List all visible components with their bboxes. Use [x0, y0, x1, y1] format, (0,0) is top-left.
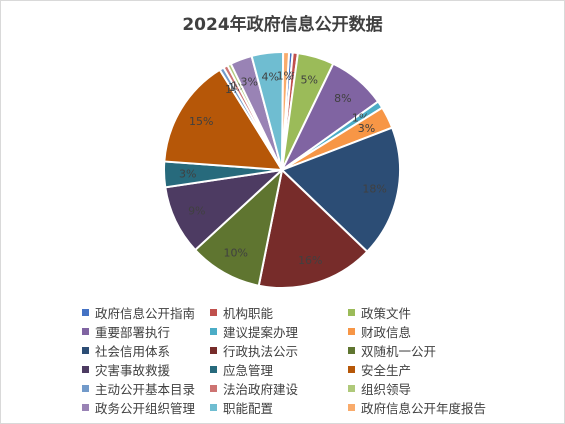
legend-item[interactable]: 重要部署执行 [82, 322, 210, 341]
legend-swatch [82, 347, 89, 354]
legend-label: 应急管理 [223, 363, 274, 378]
legend-swatch [82, 309, 89, 316]
slice-label-6: 18% [362, 183, 386, 196]
legend-swatch [82, 328, 89, 335]
legend-row: 重要部署执行 建议提案办理 财政信息 [82, 322, 552, 341]
legend-label: 政府信息公开指南 [95, 306, 196, 321]
legend-swatch [210, 328, 217, 335]
slice-label-16: 4% [261, 70, 278, 83]
legend-item[interactable]: 行政执法公示 [210, 341, 348, 360]
legend-item[interactable]: 主动公开基本目录 [82, 379, 210, 398]
legend-label: 职能配置 [223, 401, 274, 416]
slice-label-10: 3% [179, 168, 196, 181]
legend-item[interactable]: 安全生产 [348, 360, 548, 379]
legend-item[interactable]: 建议提案办理 [210, 322, 348, 341]
legend-item[interactable]: 法治政府建设 [210, 379, 348, 398]
legend-item[interactable]: 灾害事故救援 [82, 360, 210, 379]
legend-row: 主动公开基本目录 法治政府建设 组织领导 [82, 379, 552, 398]
legend-item[interactable]: 政务公开组织管理 [82, 398, 210, 417]
legend-item[interactable]: 政策文件 [348, 303, 548, 322]
legend-row: 政府信息公开指南 机构职能 政策文件 [82, 303, 552, 322]
slice-label-2: 5% [300, 74, 317, 87]
legend-swatch [348, 328, 355, 335]
legend-swatch [348, 385, 355, 392]
legend-item[interactable]: 双随机一公开 [348, 341, 548, 360]
legend-item[interactable]: 应急管理 [210, 360, 348, 379]
legend-swatch [348, 309, 355, 316]
legend-swatch [82, 404, 89, 411]
slice-label-8: 10% [223, 246, 247, 259]
pie-slice-8[interactable] [193, 167, 284, 287]
legend-label: 组织领导 [361, 382, 412, 397]
slice-label-11: 15% [189, 115, 213, 128]
pie-slice-17[interactable] [281, 51, 291, 171]
legend-swatch [348, 404, 355, 411]
legend-swatch [348, 347, 355, 354]
chart-title: 2024年政府信息公开数据 [182, 15, 383, 35]
legend-label: 主动公开基本目录 [95, 382, 196, 397]
legend-swatch [348, 366, 355, 373]
legend-label: 社会信用体系 [95, 344, 171, 359]
legend-label: 机构职能 [223, 306, 274, 321]
legend-swatch [82, 385, 89, 392]
legend-item[interactable]: 社会信用体系 [82, 341, 210, 360]
pie-slice-11[interactable] [163, 68, 284, 172]
legend-label: 财政信息 [361, 325, 412, 340]
legend-row: 灾害事故救援 应急管理 安全生产 [82, 360, 552, 379]
legend-swatch [210, 309, 217, 316]
legend-label: 双随机一公开 [361, 344, 437, 359]
legend-label: 政策文件 [361, 306, 412, 321]
slice-label-7: 16% [298, 254, 322, 267]
legend-label: 法治政府建设 [223, 382, 299, 397]
legend-label: 重要部署执行 [95, 325, 171, 340]
legend: 政府信息公开指南 机构职能 政策文件重要部署执行 建议提案办理 财政信息社会信用体系 行政… [82, 303, 552, 417]
legend-label: 政务公开组织管理 [95, 401, 196, 416]
slice-label-17: 1% [277, 70, 294, 83]
pie-slice-7[interactable] [257, 168, 369, 289]
slice-label-9: 9% [188, 205, 205, 218]
legend-swatch [210, 366, 217, 373]
legend-row: 政务公开组织管理 职能配置 政府信息公开年度报告 [82, 398, 552, 417]
legend-label: 政府信息公开年度报告 [361, 401, 487, 416]
legend-row: 社会信用体系 行政执法公示 双随机一公开 [82, 341, 552, 360]
pie-slice-6[interactable] [280, 126, 401, 254]
legend-item[interactable]: 机构职能 [210, 303, 348, 322]
legend-swatch [210, 347, 217, 354]
legend-label: 灾害事故救援 [95, 363, 171, 378]
legend-swatch [210, 404, 217, 411]
legend-item[interactable]: 组织领导 [348, 379, 548, 398]
pie-chart: 1% 5%8%1%3%18%16%10%9%3%15%1%1%1%3% 4%1% [163, 51, 401, 289]
legend-item[interactable]: 政府信息公开指南 [82, 303, 210, 322]
legend-swatch [210, 385, 217, 392]
legend-swatch [82, 366, 89, 373]
legend-label: 安全生产 [361, 363, 412, 378]
legend-label: 行政执法公示 [223, 344, 299, 359]
legend-label: 建议提案办理 [223, 325, 299, 340]
legend-item[interactable]: 财政信息 [348, 322, 548, 341]
legend-item[interactable]: 政府信息公开年度报告 [348, 398, 548, 417]
slice-label-5: 3% [358, 122, 375, 135]
legend-item[interactable]: 职能配置 [210, 398, 348, 417]
slice-label-15: 3% [240, 76, 257, 89]
slice-label-3: 8% [334, 92, 351, 105]
